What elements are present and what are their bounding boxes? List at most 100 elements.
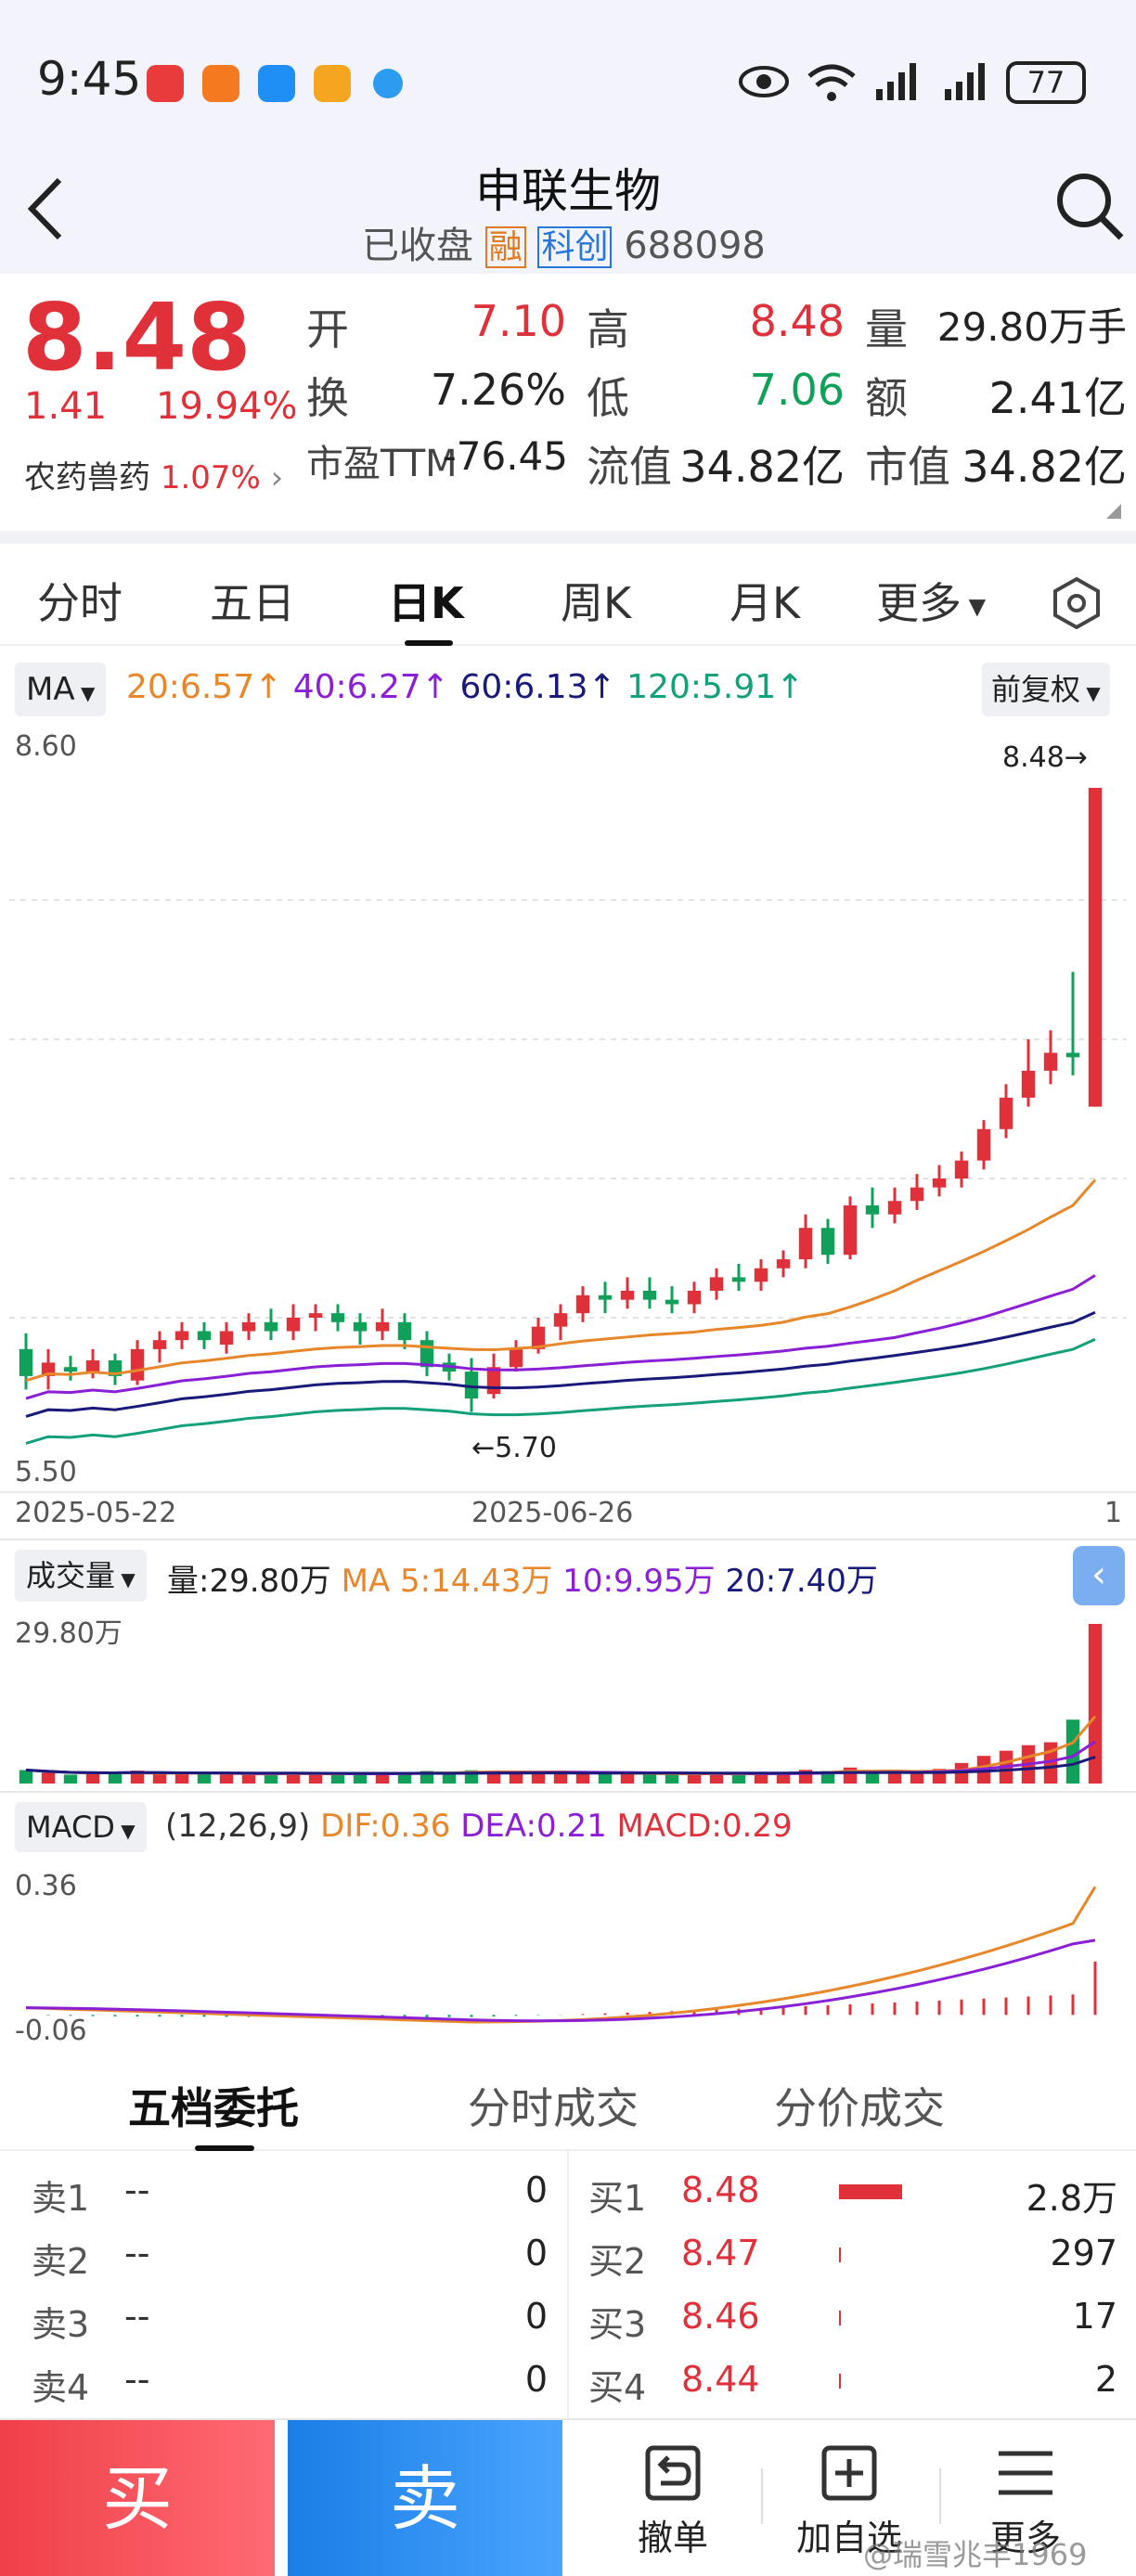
- buy-order-volume-bar: [839, 2374, 841, 2389]
- buy-button-label: 买: [102, 2457, 173, 2540]
- ma-selector[interactable]: MA ▼: [15, 663, 107, 716]
- macd-params: (12,26,9): [165, 1808, 311, 1845]
- candle-body: [353, 1321, 368, 1332]
- stock-code: 688098: [624, 225, 766, 267]
- candle-body: [575, 1294, 590, 1314]
- candle-body: [642, 1290, 657, 1300]
- ma60-line: [25, 1310, 1096, 1418]
- adjust-selector[interactable]: 前复权 ▼: [982, 663, 1110, 716]
- ma120-line: [25, 1337, 1096, 1445]
- volume-bar: [887, 1772, 902, 1784]
- sell-order-row[interactable]: 卖2 -- 0: [0, 2223, 566, 2286]
- candle-body: [375, 1321, 390, 1332]
- buy-order-row[interactable]: 买4 8.44 2: [570, 2350, 1136, 2413]
- adjust-label: 前复权: [991, 672, 1081, 707]
- volume-bar: [397, 1772, 412, 1784]
- app-icon-orange: [202, 65, 239, 102]
- candle-body: [553, 1313, 568, 1327]
- sell-order-qty: 0: [524, 2359, 548, 2400]
- tab-five-day[interactable]: 五日: [210, 578, 295, 628]
- buy-order-volume-bar: [839, 2311, 841, 2325]
- volume-bar: [754, 1772, 768, 1784]
- volume-bar: [19, 1770, 33, 1784]
- macd-max-label: 0.36: [15, 1870, 77, 1902]
- more-button[interactable]: 更多: [947, 2441, 1104, 2560]
- watermark: @瑞雪兆丰1969: [863, 2537, 1088, 2572]
- candle-body: [776, 1259, 791, 1269]
- buy-order-qty: 2: [1094, 2359, 1117, 2400]
- volume-bar: [910, 1772, 924, 1784]
- low-value: 7.06: [749, 365, 845, 415]
- sell-button-label: 卖: [390, 2457, 460, 2540]
- candle-body: [174, 1331, 189, 1341]
- candle-body: [731, 1277, 746, 1282]
- tab-order-book[interactable]: 五档委托: [128, 2083, 299, 2133]
- expand-corner-icon[interactable]: [1106, 504, 1121, 519]
- buy-order-row[interactable]: 买3 8.46 17: [570, 2286, 1136, 2350]
- tab-weekly-k[interactable]: 周K: [561, 578, 632, 628]
- candle-body: [241, 1321, 256, 1332]
- date-end-tick: 1: [1104, 1497, 1122, 1529]
- order-book: 卖1 -- 0 卖2 -- 0 卖3 -- 0 卖4 -- 0 买1 8.48 2.8万 买2 8.47 297 买…: [0, 2151, 1136, 2420]
- candle-body: [130, 1348, 145, 1381]
- sector-row[interactable]: 农药兽药 1.07% ›: [24, 452, 283, 497]
- amount-value: 2.41亿: [988, 373, 1127, 423]
- tab-intraday-trades[interactable]: 分时成交: [468, 2083, 639, 2133]
- buy-button[interactable]: 买: [0, 2420, 275, 2576]
- candle-body: [509, 1348, 523, 1368]
- candle-body: [954, 1160, 969, 1179]
- tab-more[interactable]: 更多 ▼: [876, 570, 986, 631]
- tab-active-indicator: [405, 640, 453, 646]
- date-mid-label: 2025-06-26: [471, 1497, 633, 1529]
- tab-daily-k[interactable]: 日K: [388, 578, 464, 628]
- caret-down-icon: ▼: [74, 682, 96, 704]
- tab-intraday[interactable]: 分时: [37, 578, 123, 628]
- ma40-line: [25, 1274, 1096, 1400]
- sector-name: 农药兽药: [24, 459, 150, 496]
- volume-bar: [442, 1773, 457, 1784]
- signal-icon-2: [945, 63, 985, 100]
- macd-selector[interactable]: MACD ▼: [15, 1802, 147, 1852]
- market-status: 已收盘: [362, 225, 473, 267]
- add-watchlist-button[interactable]: 加自选: [770, 2441, 928, 2560]
- cancel-order-icon: [645, 2445, 701, 2501]
- volume-selector[interactable]: 成交量 ▼: [15, 1550, 147, 1602]
- candle-body: [598, 1294, 613, 1300]
- candle-body: [687, 1290, 702, 1305]
- cancel-order-button[interactable]: 撤单: [594, 2441, 752, 2560]
- collapse-panel-button[interactable]: ‹: [1073, 1546, 1125, 1605]
- sell-button[interactable]: 卖: [288, 2420, 562, 2576]
- sell-order-row[interactable]: 卖1 -- 0: [0, 2160, 566, 2223]
- sell-order-qty: 0: [524, 2233, 548, 2273]
- candlestick-chart[interactable]: 8.60 5.50 2025-05-22 2025-06-26 1 8.48→ ←5.70: [0, 733, 1136, 1531]
- buy-order-price: 8.48: [681, 2170, 760, 2210]
- cancel-order-label: 撤单: [637, 2518, 708, 2558]
- volume-bar: [108, 1772, 123, 1784]
- pe-value: -76.45: [442, 433, 568, 479]
- tab-more-label: 更多: [876, 578, 962, 628]
- buy-order-row[interactable]: 买1 8.48 2.8万: [570, 2160, 1136, 2223]
- buy-order-row[interactable]: 买2 8.47 297: [570, 2223, 1136, 2286]
- tab-monthly-k[interactable]: 月K: [729, 578, 801, 628]
- candle-body: [820, 1228, 835, 1256]
- open-value: 7.10: [471, 296, 566, 346]
- buy-order-qty: 297: [1050, 2233, 1117, 2273]
- buy-order-qty: 17: [1072, 2296, 1117, 2337]
- sell-order-row[interactable]: 卖3 -- 0: [0, 2286, 566, 2350]
- candle-body: [620, 1290, 635, 1300]
- y-min-label: 5.50: [15, 1456, 77, 1488]
- macd-selector-label: MACD: [26, 1810, 115, 1845]
- search-icon[interactable]: [1054, 169, 1129, 243]
- macd-dea-line: [25, 1938, 1096, 2023]
- back-icon[interactable]: [22, 176, 69, 241]
- candle-body: [887, 1201, 902, 1215]
- tab-price-trades[interactable]: 分价成交: [774, 2083, 945, 2133]
- turnover-label: 换: [306, 373, 349, 423]
- chevron-right-icon: ›: [270, 459, 284, 496]
- period-tabs: 分时 五日 日K 周K 月K 更多 ▼: [0, 544, 1136, 646]
- ma120-value: 120:5.91↑: [626, 668, 805, 706]
- sell-order-row[interactable]: 卖4 -- 0: [0, 2350, 566, 2413]
- settings-hexagon-icon[interactable]: [1049, 575, 1104, 631]
- volume-bar: [241, 1773, 256, 1784]
- low-marker: ←5.70: [471, 1432, 557, 1464]
